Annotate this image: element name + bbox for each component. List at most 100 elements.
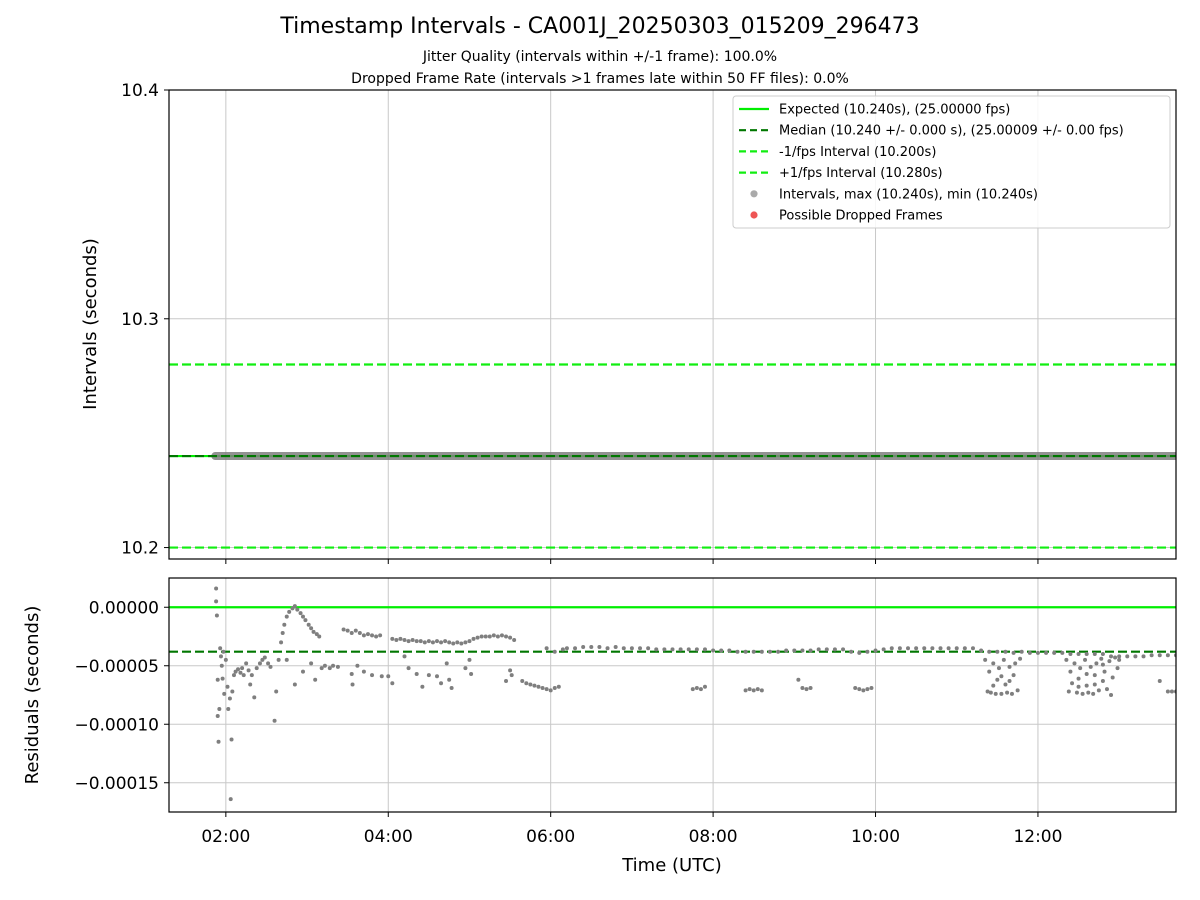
residual-point [1076, 652, 1081, 657]
legend-marker [750, 211, 758, 219]
residual-point [560, 647, 565, 652]
residual-point [1070, 681, 1075, 686]
residual-point [1099, 656, 1104, 661]
residual-point [962, 646, 967, 651]
residual-point [985, 689, 990, 694]
residual-point [223, 657, 228, 662]
residual-point [487, 634, 492, 639]
residual-point [540, 685, 545, 690]
bottom-panel-grid [169, 578, 1176, 812]
residual-point [357, 630, 362, 635]
residual-point [426, 639, 431, 644]
residual-point [1165, 653, 1170, 658]
bottom-y-tick-label: −0.00005 [74, 657, 159, 677]
residual-point [987, 669, 992, 674]
residual-point [1076, 684, 1081, 689]
residual-point [792, 648, 797, 653]
residual-point [1141, 654, 1146, 659]
chart-subtitle-jitter: Jitter Quality (intervals within +/-1 fr… [422, 49, 778, 65]
residual-point [272, 718, 277, 723]
residual-point [629, 646, 634, 651]
residual-point [1074, 690, 1079, 695]
residual-point [398, 636, 403, 641]
residual-point [605, 646, 610, 651]
legend-box [732, 95, 1171, 229]
residual-point [350, 682, 355, 687]
residual-point [268, 664, 273, 669]
bottom-y-tick-label: −0.00015 [74, 774, 159, 794]
residual-point [355, 663, 360, 668]
residual-point [455, 640, 460, 645]
residual-point [226, 707, 231, 712]
residual-point [869, 685, 874, 690]
legend-label: Median (10.240 +/- 0.000 s), (25.00009 +… [779, 124, 1124, 139]
residual-point [767, 649, 772, 654]
residual-point [1007, 678, 1012, 683]
residual-point [248, 682, 253, 687]
residual-point [353, 628, 358, 633]
residual-point [993, 691, 998, 696]
residual-point [914, 646, 919, 651]
residual-point [881, 647, 886, 652]
residual-point [469, 671, 474, 676]
residual-point [1083, 657, 1088, 662]
x-tick-label: 12:00 [1013, 827, 1062, 847]
residual-point [509, 673, 514, 678]
residual-point [300, 614, 305, 619]
residual-point [430, 640, 435, 645]
residual-point [386, 674, 391, 679]
residual-point [970, 646, 975, 651]
residual-point [402, 654, 407, 659]
residual-point [309, 626, 314, 631]
residual-point [249, 673, 254, 678]
residual-point [303, 618, 308, 623]
residual-point [345, 628, 350, 633]
residual-point [1088, 664, 1093, 669]
residual-point [524, 681, 529, 686]
residual-point [349, 671, 354, 676]
residual-point [479, 634, 484, 639]
residual-point [755, 687, 760, 692]
residual-point [214, 613, 219, 618]
residual-point [420, 684, 425, 689]
residual-point [646, 646, 651, 651]
residual-point [1113, 655, 1118, 660]
x-tick-label: 06:00 [526, 827, 575, 847]
residual-point [784, 648, 789, 653]
residual-point [702, 684, 707, 689]
residual-point [832, 647, 837, 652]
residual-point [215, 714, 220, 719]
residual-point [216, 739, 221, 744]
residual-point [426, 673, 431, 678]
residual-point [747, 687, 752, 692]
residual-point [284, 657, 289, 662]
bottom-panel-ticks: 02:00 04:00 06:00 08:00 10:00 12:00 0.00000 −0.… [74, 598, 1062, 847]
x-tick-label: 02:00 [201, 827, 250, 847]
residual-point [1066, 689, 1071, 694]
residual-point [322, 663, 327, 668]
residual-point [1035, 650, 1040, 655]
residual-point [996, 666, 1001, 671]
residual-point [231, 673, 236, 678]
residual-point [1011, 673, 1016, 678]
residual-point [361, 669, 366, 674]
residual-point [678, 647, 683, 652]
residual-point [230, 689, 235, 694]
residual-point [690, 687, 695, 692]
residual-point [217, 707, 222, 712]
residual-point [1007, 664, 1012, 669]
residual-point [306, 622, 311, 627]
residual-point [662, 647, 667, 652]
residual-point [938, 646, 943, 651]
residual-point [816, 647, 821, 652]
residual-point [254, 666, 259, 671]
residual-point [573, 646, 578, 651]
residual-point [548, 688, 553, 693]
residual-point [276, 657, 281, 662]
residual-point [999, 674, 1004, 679]
residual-point [475, 635, 480, 640]
residual-point [1092, 682, 1097, 687]
residual-point [262, 655, 267, 660]
residual-point [808, 648, 813, 653]
x-tick-label: 10:00 [851, 827, 900, 847]
